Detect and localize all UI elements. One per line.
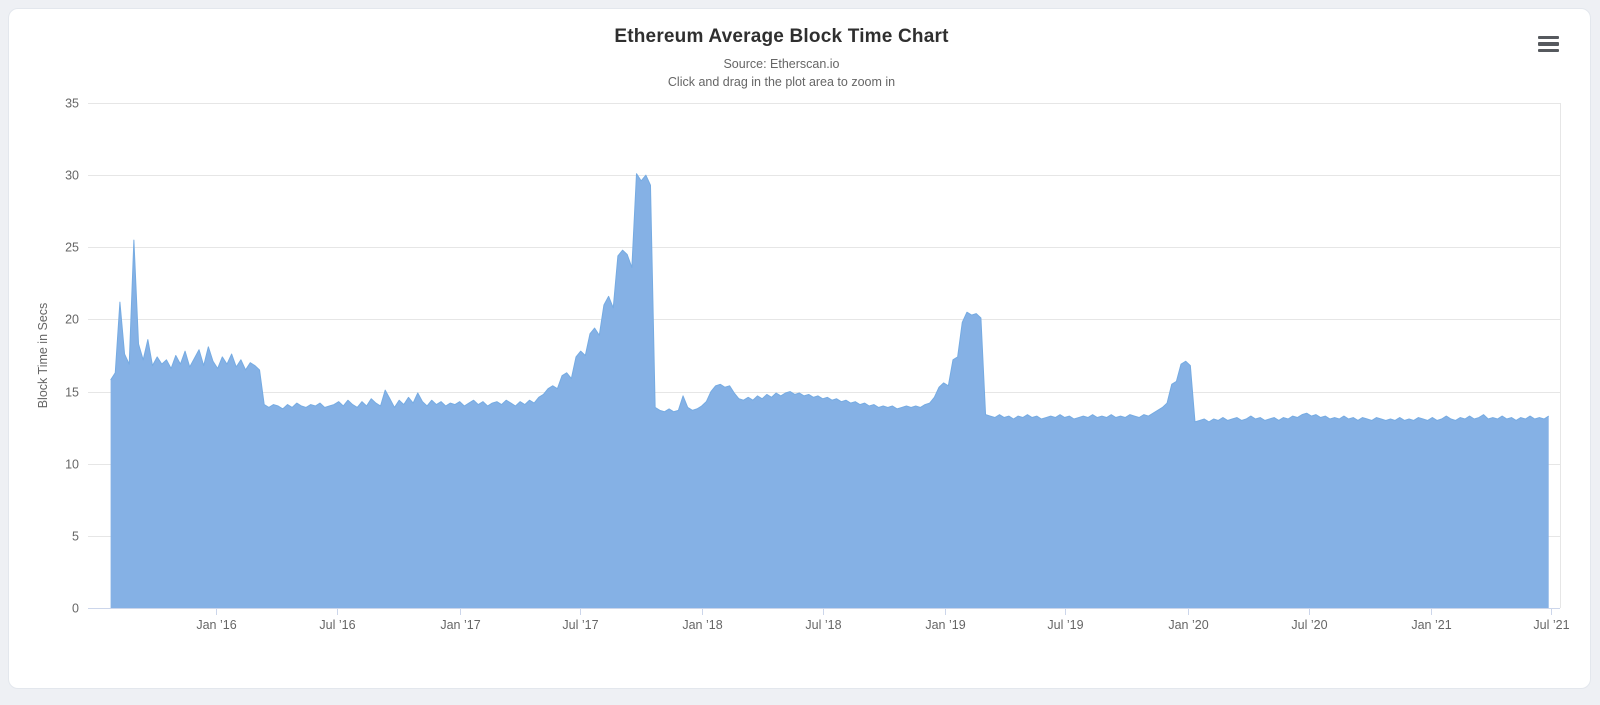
y-axis-tick-label: 10: [65, 458, 79, 472]
x-axis-tick-label: Jan ’21: [1411, 618, 1451, 632]
y-axis-tick-label: 5: [72, 530, 79, 544]
chart-title: Ethereum Average Block Time Chart: [614, 26, 949, 47]
area-series-line: [110, 173, 1549, 423]
chart-subtitle-hint: Click and drag in the plot area to zoom …: [667, 75, 896, 89]
y-axis-tick-label: 35: [65, 97, 79, 111]
x-axis-tick-label: Jan ’19: [925, 618, 965, 632]
chart-subtitle-source: Source: Etherscan.io: [723, 57, 840, 71]
y-axis-tick-label: 20: [65, 313, 79, 327]
y-axis-title: Block Time in Secs: [36, 303, 50, 409]
x-axis-tick-label: Jan ’16: [196, 618, 236, 632]
hamburger-bar: [1538, 36, 1559, 40]
plot-area[interactable]: [88, 103, 1560, 608]
y-axis-tick-label: 0: [72, 602, 79, 616]
x-axis-tick-label: Jul ’21: [1533, 618, 1569, 632]
x-axis-tick-label: Jul ’20: [1291, 618, 1327, 632]
x-axis-tick-label: Jul ’17: [562, 618, 598, 632]
x-axis-tick-label: Jan ’17: [440, 618, 480, 632]
hamburger-bar: [1538, 48, 1559, 52]
y-axis-tick-label: 30: [65, 169, 79, 183]
hamburger-bar: [1538, 42, 1559, 46]
area-series: [110, 173, 1549, 608]
y-axis-tick-label: 15: [65, 386, 79, 400]
x-axis-tick-label: Jan ’20: [1168, 618, 1208, 632]
y-axis-tick-label: 25: [65, 241, 79, 255]
x-axis-tick-label: Jul ’18: [805, 618, 841, 632]
x-axis-tick-label: Jul ’19: [1047, 618, 1083, 632]
x-axis-tick-label: Jul ’16: [319, 618, 355, 632]
x-axis-tick-label: Jan ’18: [682, 618, 722, 632]
hamburger-menu-icon[interactable]: [1536, 33, 1562, 55]
